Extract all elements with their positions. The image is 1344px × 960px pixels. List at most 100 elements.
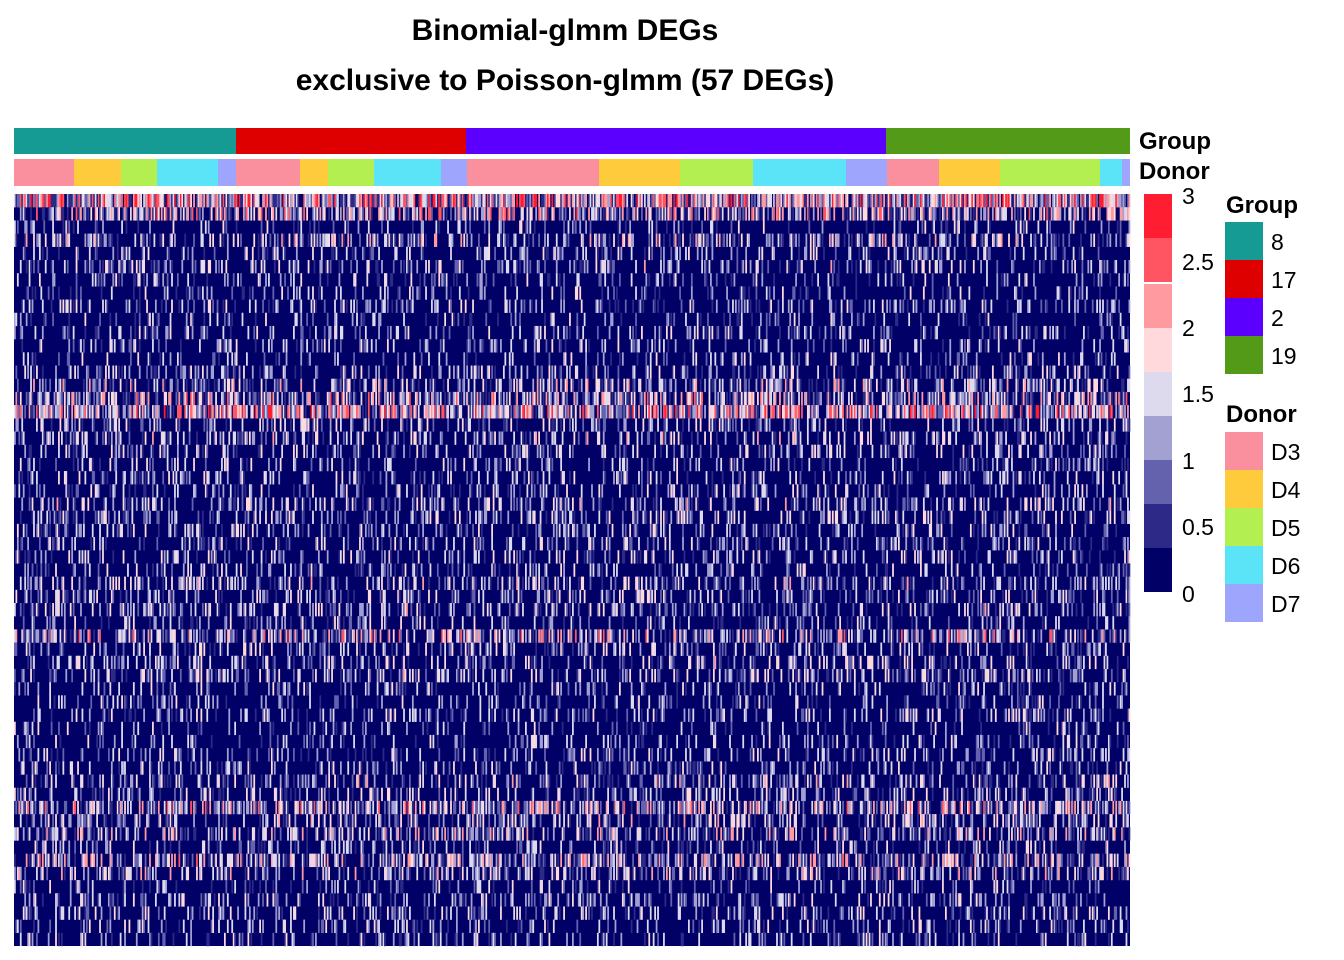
heatmap-cell xyxy=(269,365,272,379)
heatmap-cell xyxy=(342,299,345,313)
heatmap-cell xyxy=(169,325,172,340)
heatmap-cell xyxy=(814,418,817,432)
heatmap-cell xyxy=(579,259,582,274)
heatmap-cell xyxy=(922,299,925,313)
heatmap-cell xyxy=(635,405,637,419)
heatmap-cell xyxy=(312,418,314,432)
heatmap-cell xyxy=(924,325,927,340)
heatmap-cell xyxy=(251,378,254,393)
heatmap-cell xyxy=(216,207,219,221)
heatmap-cell xyxy=(541,365,543,379)
heatmap-cell xyxy=(638,194,640,208)
heatmap-cell xyxy=(1062,233,1065,247)
heatmap-cell xyxy=(300,220,303,234)
heatmap-cell xyxy=(406,259,408,274)
heatmap-cell xyxy=(356,194,358,208)
heatmap-cell xyxy=(823,194,825,208)
heatmap-cell xyxy=(413,378,416,393)
heatmap-cell xyxy=(350,233,353,247)
heatmap-cell xyxy=(883,233,886,247)
heatmap-cell xyxy=(91,418,94,432)
heatmap-cell xyxy=(658,194,661,208)
heatmap-cell xyxy=(560,246,563,261)
heatmap-cell xyxy=(942,286,944,300)
heatmap-cell xyxy=(391,391,394,406)
heatmap-cell xyxy=(369,194,372,208)
heatmap-cell xyxy=(555,378,558,393)
heatmap-cell xyxy=(777,339,780,353)
heatmap-cell xyxy=(199,207,201,221)
heatmap-cell xyxy=(400,378,402,393)
heatmap-cell xyxy=(322,194,325,208)
heatmap-cell xyxy=(714,418,717,432)
heatmap-cell xyxy=(737,233,740,247)
heatmap-cell xyxy=(147,352,150,366)
heatmap-cell xyxy=(889,418,891,432)
heatmap-cell xyxy=(617,299,620,313)
heatmap-cell xyxy=(21,418,24,432)
heatmap-cell xyxy=(118,431,121,445)
heatmap-cell xyxy=(665,325,668,340)
heatmap-cell xyxy=(527,194,530,208)
heatmap-cell xyxy=(125,194,128,208)
heatmap-cell xyxy=(895,312,897,327)
heatmap-cell xyxy=(914,233,916,247)
heatmap-cell xyxy=(594,233,596,247)
heatmap-cell xyxy=(1024,207,1027,221)
heatmap-cell xyxy=(922,405,925,419)
heatmap-cell xyxy=(953,365,956,379)
heatmap-cell xyxy=(586,405,589,419)
heatmap-cell xyxy=(689,194,692,208)
heatmap-cell xyxy=(617,246,620,261)
heatmap-cell xyxy=(1059,405,1062,419)
heatmap-cell xyxy=(548,405,551,419)
heatmap-cell xyxy=(881,391,884,406)
heatmap-cell xyxy=(131,259,134,274)
heatmap-cell xyxy=(128,246,131,261)
heatmap-cell xyxy=(181,299,184,313)
heatmap-cell xyxy=(836,273,839,287)
heatmap-cell xyxy=(732,207,734,221)
heatmap-cell xyxy=(59,418,62,432)
heatmap-cell xyxy=(78,391,81,406)
heatmap-cell xyxy=(52,207,54,221)
heatmap-cell xyxy=(207,220,210,234)
heatmap-cell xyxy=(708,339,711,353)
heatmap-cell xyxy=(200,378,203,393)
heatmap-cell xyxy=(1068,299,1071,313)
heatmap-cell xyxy=(1021,325,1024,340)
heatmap-cell xyxy=(34,286,37,300)
heatmap-cell xyxy=(1016,233,1019,247)
heatmap-cell xyxy=(711,418,714,432)
heatmap-cell xyxy=(338,405,341,419)
heatmap-cell xyxy=(633,207,636,221)
heatmap-cell xyxy=(665,352,668,366)
heatmap-cell xyxy=(768,378,771,393)
heatmap-cell xyxy=(685,312,687,327)
heatmap-cell xyxy=(149,312,151,327)
heatmap-cell xyxy=(585,220,587,234)
heatmap-cell xyxy=(480,194,483,208)
heatmap-cell xyxy=(14,312,16,327)
heatmap-cell xyxy=(859,207,862,221)
heatmap-cell xyxy=(81,405,84,419)
heatmap-cell xyxy=(674,339,677,353)
heatmap-cell xyxy=(453,312,455,327)
heatmap-cell xyxy=(241,194,244,208)
heatmap-cell xyxy=(906,246,909,261)
heatmap-cell xyxy=(956,418,959,432)
heatmap-cell xyxy=(444,312,447,327)
heatmap-cell xyxy=(16,391,19,406)
heatmap-cell xyxy=(743,207,746,221)
heatmap-cell xyxy=(1047,207,1050,221)
heatmap-cell xyxy=(282,233,285,247)
heatmap-cell xyxy=(137,273,140,287)
heatmap-cell xyxy=(99,207,101,221)
heatmap-cell xyxy=(958,312,960,327)
heatmap-cell xyxy=(290,194,292,208)
heatmap-cell xyxy=(166,325,169,340)
heatmap-cell xyxy=(285,352,288,366)
heatmap-cell xyxy=(710,286,712,300)
heatmap-cell xyxy=(831,405,834,419)
heatmap-cell xyxy=(627,233,630,247)
